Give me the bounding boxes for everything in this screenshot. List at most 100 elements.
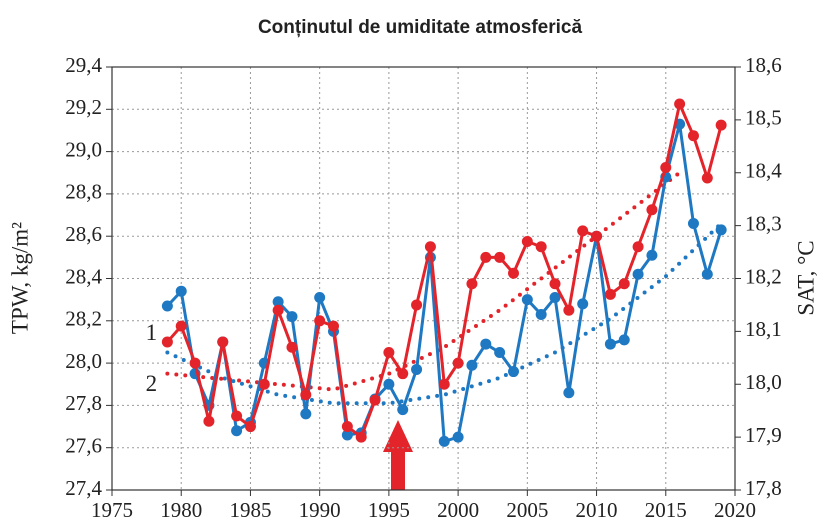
data-point <box>494 251 506 263</box>
data-point <box>438 435 450 447</box>
y-tick-label: 27,8 <box>65 391 102 415</box>
data-point <box>328 320 340 332</box>
data-point <box>535 308 547 320</box>
x-tick-label: 1985 <box>229 498 271 522</box>
data-point <box>646 249 658 261</box>
y-tick-label: 29,2 <box>65 95 102 119</box>
data-point <box>231 410 243 422</box>
data-point <box>466 359 478 371</box>
data-point <box>687 130 699 142</box>
data-point <box>507 366 519 378</box>
y2-tick-label: 18,4 <box>745 159 782 183</box>
data-point <box>563 387 575 399</box>
data-point <box>687 218 699 230</box>
data-point <box>577 298 589 310</box>
data-point <box>438 378 450 390</box>
y-tick-label: 29,4 <box>65 53 102 77</box>
data-point <box>300 408 312 420</box>
data-point <box>161 336 173 348</box>
y-tick-label: 28,6 <box>65 222 102 246</box>
data-point <box>231 425 243 437</box>
data-point <box>715 119 727 131</box>
data-point <box>286 311 298 323</box>
x-tick-label: 2010 <box>576 498 618 522</box>
data-point <box>272 296 284 308</box>
y-tick-label: 28,2 <box>65 307 102 331</box>
chart-title: Conținutul de umiditate atmosferică <box>258 17 583 38</box>
data-point <box>397 404 409 416</box>
data-point <box>411 299 423 311</box>
y-tick-label: 27,6 <box>65 434 102 458</box>
x-tick-label: 1990 <box>299 498 341 522</box>
data-point <box>175 320 187 332</box>
x-tick-label: 1995 <box>368 498 410 522</box>
data-point <box>521 235 533 247</box>
y-tick-label: 29,0 <box>65 137 102 161</box>
data-point <box>314 315 326 327</box>
data-point <box>632 241 644 253</box>
data-point <box>341 421 353 433</box>
data-point <box>604 338 616 350</box>
data-point <box>674 98 686 110</box>
data-point <box>480 251 492 263</box>
data-point <box>286 341 298 353</box>
data-point <box>480 338 492 350</box>
x-tick-label: 2000 <box>437 498 479 522</box>
data-point <box>507 267 519 279</box>
data-point <box>604 288 616 300</box>
y2-tick-label: 18,2 <box>745 264 782 288</box>
y2-tick-label: 18,3 <box>745 211 782 235</box>
data-point <box>549 278 561 290</box>
y2-tick-label: 17,9 <box>745 423 782 447</box>
data-point <box>521 294 533 306</box>
plot-frame <box>111 66 736 491</box>
series-label: 1 <box>146 320 158 345</box>
y2-axis-label: SAT, °C <box>793 240 818 315</box>
data-point <box>632 268 644 280</box>
data-point <box>577 225 589 237</box>
x-tick-label: 2005 <box>506 498 548 522</box>
data-point <box>355 431 367 443</box>
data-point <box>452 357 464 369</box>
data-point <box>535 241 547 253</box>
x-tick-label: 2015 <box>645 498 687 522</box>
data-point <box>314 292 326 304</box>
data-point <box>397 368 409 380</box>
data-point <box>383 347 395 359</box>
y2-tick-label: 18,5 <box>745 106 782 130</box>
arrow <box>383 420 413 490</box>
data-point <box>369 394 381 406</box>
series-label: 2 <box>146 371 158 396</box>
y-tick-label: 28,0 <box>65 349 102 373</box>
y2-tick-label: 17,8 <box>745 476 782 500</box>
data-point <box>341 429 353 441</box>
data-point <box>161 300 173 312</box>
y2-tick-label: 18,0 <box>745 370 782 394</box>
data-point <box>701 172 713 184</box>
data-point <box>494 347 506 359</box>
data-point <box>383 378 395 390</box>
data-point <box>203 415 215 427</box>
data-point <box>244 421 256 433</box>
data-point <box>618 278 630 290</box>
data-point <box>618 334 630 346</box>
y-tick-label: 27,4 <box>65 476 102 500</box>
data-point <box>217 336 229 348</box>
data-point <box>258 378 270 390</box>
data-point <box>549 292 561 304</box>
data-point <box>424 241 436 253</box>
data-point <box>466 278 478 290</box>
data-point <box>411 363 423 375</box>
data-point <box>189 357 201 369</box>
x-tick-label: 1975 <box>91 498 133 522</box>
data-point <box>175 285 187 297</box>
data-point <box>701 268 713 280</box>
y-tick-label: 28,4 <box>65 264 102 288</box>
y2-tick-label: 18,1 <box>745 317 782 341</box>
y-axis-label: TPW, kg/m² <box>7 222 32 334</box>
data-point <box>452 431 464 443</box>
y-tick-label: 28,8 <box>65 180 102 204</box>
data-point <box>646 204 658 216</box>
y2-tick-label: 18,6 <box>745 53 782 77</box>
